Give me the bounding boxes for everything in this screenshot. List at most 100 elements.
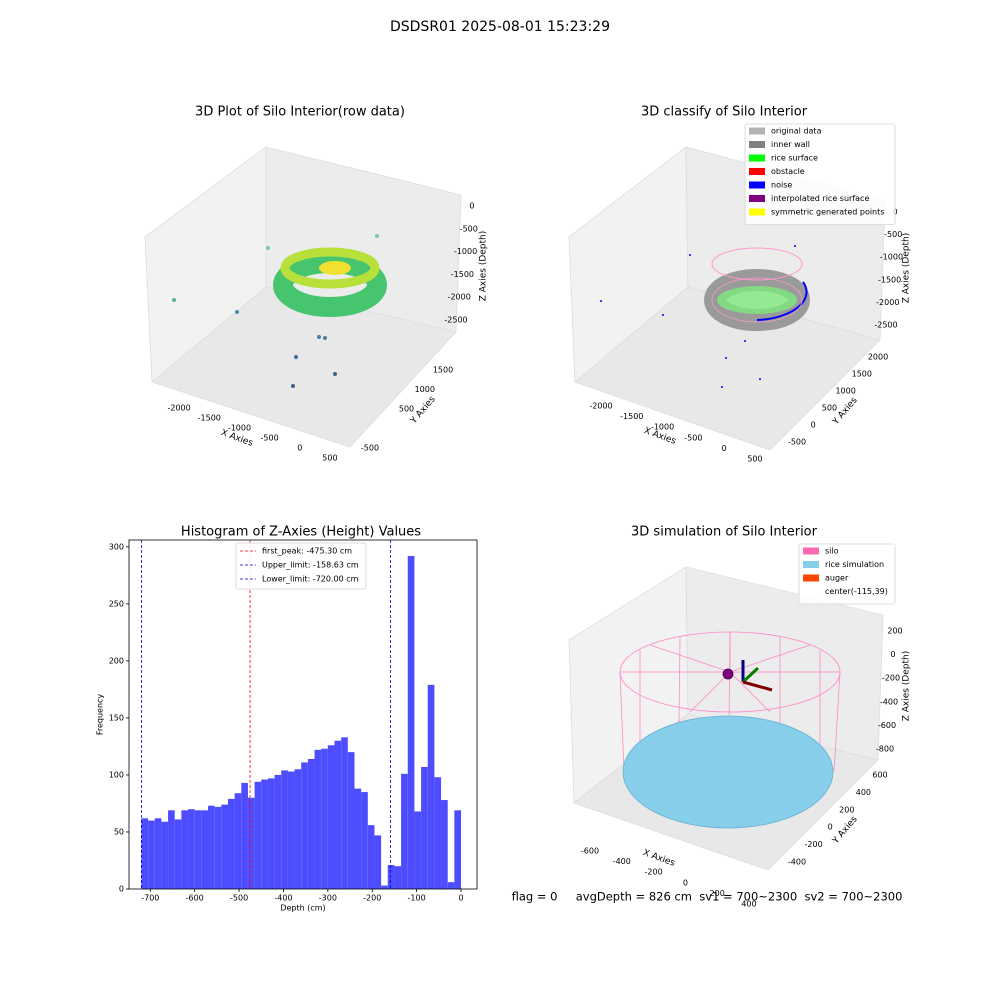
x-tick-label: -2000 [589, 401, 612, 410]
hist-bar [407, 555, 415, 889]
hist-bar [441, 800, 448, 889]
legend-label: rice surface [771, 154, 818, 163]
hist-bar [234, 793, 242, 889]
y-tick-label: 300 [109, 542, 124, 551]
hist-bar [301, 762, 308, 889]
legend-swatch [749, 141, 765, 148]
legend-label: interpolated rice surface [771, 194, 869, 203]
panel-title: 3D simulation of Silo Interior [631, 525, 818, 540]
z-tick-label: -2500 [444, 316, 467, 325]
y-tick-label: 0 [811, 421, 816, 430]
hist-bar [254, 781, 262, 889]
x-tick-label: -600 [186, 894, 204, 903]
legend-label: center(-115,39) [825, 587, 888, 596]
y-tick-label: 1000 [835, 387, 855, 396]
hist-bar [421, 766, 428, 889]
hist-bar [227, 798, 235, 889]
hist-bar [208, 805, 215, 889]
x-tick-label: 200 [710, 889, 725, 898]
x-tick-label: 0 [297, 444, 302, 453]
point [323, 336, 327, 340]
hist-bar [261, 779, 268, 889]
point [172, 298, 176, 302]
hist-bar [247, 797, 255, 889]
y-tick-label: 50 [114, 827, 124, 836]
z-tick-label: 0 [469, 201, 474, 210]
x-tick-label: -1500 [198, 414, 221, 423]
y-tick-label: 1000 [415, 385, 435, 394]
y-axis-label: Frequency [96, 694, 105, 736]
legend-swatch [749, 154, 765, 162]
point [759, 378, 761, 380]
z-tick-label: -2500 [874, 321, 897, 330]
legend-label: obstacle [771, 167, 805, 176]
hist-bar [367, 825, 375, 889]
legend-box [235, 542, 367, 590]
hist-bar [281, 770, 288, 889]
legend-label: auger [825, 574, 849, 583]
legend-label: Upper_limit: -158.63 cm [262, 561, 359, 570]
legend-swatch [749, 195, 765, 202]
z-axis-label: Z Axies (Depth) [902, 233, 912, 304]
point [744, 340, 746, 342]
panel-title: Histogram of Z-Axies (Height) Values [181, 525, 421, 540]
z-axis-label: Z Axies (Depth) [479, 231, 489, 302]
y-tick-label: 150 [109, 713, 124, 722]
x-tick-label: -500 [261, 434, 279, 443]
y-tick-label: 250 [109, 599, 124, 608]
y-tick-label: 1500 [433, 366, 453, 375]
hist-bar [214, 806, 222, 889]
x-tick-label: -1000 [228, 424, 251, 433]
hist-bar [154, 818, 162, 889]
hist-bar [307, 758, 315, 889]
silo-wire [711, 247, 803, 281]
x-tick-label: 500 [747, 455, 762, 464]
hist-bar [181, 810, 189, 889]
point-ring [280, 247, 380, 289]
hist-bar [168, 810, 175, 889]
hist-bar [141, 818, 149, 889]
hist-bar [387, 865, 395, 889]
x-tick-label: -2000 [167, 404, 190, 413]
hist-bar [148, 820, 155, 889]
hist-bar [201, 810, 209, 889]
z-tick-label: -800 [876, 745, 894, 754]
noise-edge [756, 281, 808, 321]
hist-bar [334, 740, 342, 889]
x-tick-label: -300 [319, 894, 337, 903]
legend-label: rice simulation [825, 560, 884, 569]
pane [151, 286, 457, 448]
z-tick-label: -500 [460, 224, 478, 233]
x-tick-label: 0 [458, 894, 463, 903]
panel1-cloud [172, 234, 387, 388]
z-tick-label: -1000 [880, 253, 903, 262]
legend-box [798, 543, 896, 605]
point [725, 357, 727, 359]
hist-bar [327, 745, 335, 889]
y-tick-label: 0 [119, 885, 124, 894]
y-tick-label: 100 [109, 770, 124, 779]
y-tick-label: 1500 [852, 370, 872, 379]
y-tick-label: -500 [361, 444, 379, 453]
panel4-sim [619, 631, 841, 829]
point-patch [319, 261, 351, 275]
x-tick-label: -400 [613, 857, 631, 866]
y-tick-label: 600 [872, 771, 887, 780]
point [266, 246, 270, 250]
z-tick-label: -400 [880, 697, 898, 706]
legend-swatch [803, 547, 819, 555]
figure-title: DSDSR01 2025-08-01 15:23:29 [390, 19, 610, 35]
y-tick-label: -500 [788, 438, 806, 447]
hist-bar [188, 809, 195, 889]
hist-bar [294, 769, 302, 889]
hist-bar [381, 885, 388, 889]
silo-wire [711, 277, 803, 323]
hist-bar [354, 788, 362, 889]
hist-bar [221, 804, 228, 889]
silo-spokes [620, 632, 840, 713]
point [721, 386, 723, 388]
point [294, 355, 298, 359]
z-tick-label: -1500 [451, 270, 474, 279]
legend-label: Lower_limit: -720.00 cm [262, 575, 359, 584]
legend-swatch [749, 127, 765, 135]
